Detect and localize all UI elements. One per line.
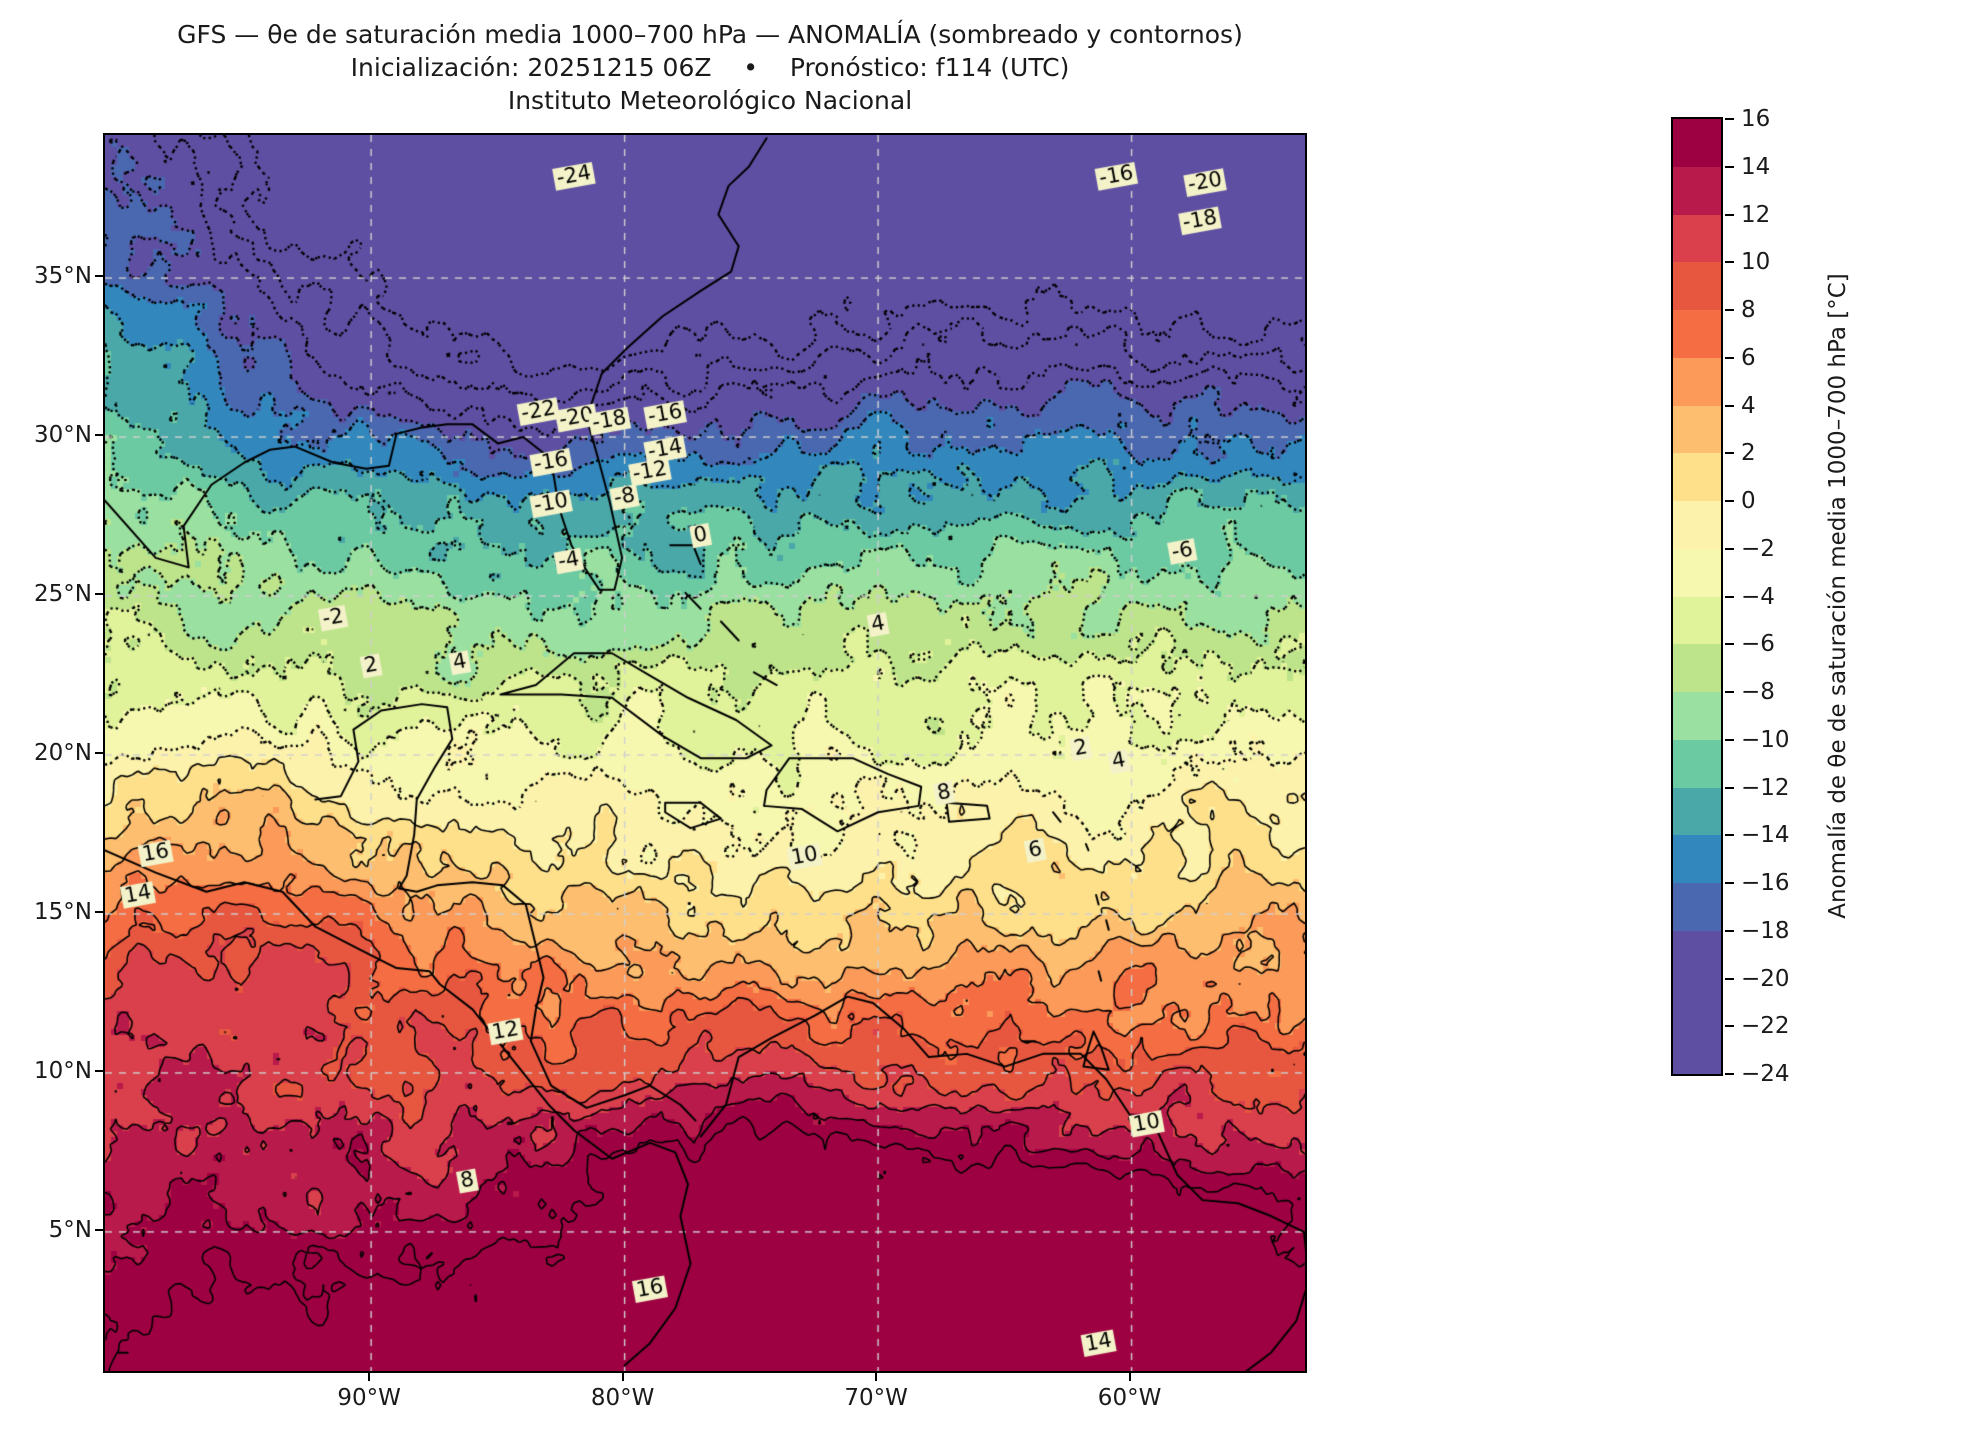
lat-tick-mark <box>95 593 103 596</box>
lon-tick-label: 80°W <box>590 1385 655 1411</box>
colorbar-tick-mark <box>1725 929 1734 932</box>
title-line-1: GFS — θe de saturación media 1000–700 hP… <box>177 20 1243 49</box>
colorbar-tick-mark <box>1725 213 1734 216</box>
colorbar-band-12 <box>1673 692 1721 740</box>
lon-tick-label: 70°W <box>844 1385 908 1411</box>
lat-tick-label: 25°N <box>34 581 92 608</box>
colorbar-tick-label: 6 <box>1741 344 1756 371</box>
colorbar-tick-label: 4 <box>1741 392 1756 419</box>
lat-tick-label: 5°N <box>48 1216 92 1243</box>
colorbar-tick-label: −24 <box>1741 1061 1790 1087</box>
title-line-3: Instituto Meteorológico Nacional <box>507 86 913 115</box>
colorbar-tick-label: 16 <box>1741 106 1771 132</box>
colorbar-tick-mark <box>1725 786 1734 789</box>
colorbar-tick-label: 0 <box>1741 488 1756 514</box>
colorbar-tick-label: 10 <box>1741 249 1771 276</box>
lon-tick-label: 60°W <box>1097 1385 1162 1411</box>
colorbar-tick-mark <box>1725 261 1734 264</box>
colorbar-band-13 <box>1673 739 1721 788</box>
colorbar-band-16 <box>1673 883 1721 931</box>
figure-title-block: GFS — θe de saturación media 1000–700 hP… <box>0 18 1420 117</box>
colorbar-tick-label: −4 <box>1741 583 1775 610</box>
lon-tick-mark <box>875 1373 878 1381</box>
colorbar-band-3 <box>1673 262 1721 310</box>
colorbar-tick-mark <box>1725 738 1734 741</box>
lat-tick-label: 35°N <box>34 263 92 290</box>
colorbar-tick-mark <box>1725 118 1734 120</box>
lat-tick-mark <box>95 434 103 437</box>
colorbar-tick-label: −2 <box>1741 535 1775 562</box>
colorbar-tick-label: 12 <box>1741 201 1771 228</box>
colorbar-tick-label: −20 <box>1741 965 1790 992</box>
colorbar-tick-mark <box>1725 882 1734 884</box>
colorbar-band-5 <box>1673 357 1721 406</box>
colorbar[interactable] <box>1671 117 1723 1076</box>
colorbar-band-14 <box>1673 787 1721 836</box>
colorbar-tick-label: −12 <box>1741 774 1790 801</box>
map-plot-area[interactable] <box>103 133 1307 1373</box>
title-line-2: Inicialización: 20251215 06Z • Pronóstic… <box>350 53 1070 82</box>
colorbar-tick-mark <box>1725 404 1734 407</box>
lon-tick-label: 90°W <box>337 1385 401 1411</box>
colorbar-tick-mark <box>1725 977 1734 980</box>
colorbar-tick-label: −6 <box>1741 631 1775 658</box>
lat-tick-label: 30°N <box>34 422 92 449</box>
colorbar-band-11 <box>1673 644 1721 692</box>
lat-tick-mark <box>95 275 103 278</box>
colorbar-tick-label: −8 <box>1741 679 1775 705</box>
colorbar-tick-mark <box>1725 165 1734 168</box>
colorbar-tick-label: −18 <box>1741 917 1790 944</box>
colorbar-band-10 <box>1673 596 1721 645</box>
lat-tick-label: 10°N <box>34 1057 92 1084</box>
colorbar-band-7 <box>1673 453 1721 501</box>
colorbar-label: Anomalía de θe de saturación media 1000–… <box>1825 273 1851 919</box>
lat-tick-label: 20°N <box>34 740 92 766</box>
colorbar-band-4 <box>1673 310 1721 358</box>
colorbar-tick-mark <box>1725 643 1734 646</box>
colorbar-band-8 <box>1673 501 1721 549</box>
lon-tick-mark <box>1128 1373 1131 1381</box>
colorbar-tick-label: −10 <box>1741 726 1790 753</box>
colorbar-tick-label: −22 <box>1741 1013 1790 1040</box>
colorbar-band-2 <box>1673 214 1721 263</box>
lat-tick-mark <box>95 910 103 913</box>
colorbar-band-18 <box>1673 978 1721 1027</box>
colorbar-band-1 <box>1673 166 1721 215</box>
colorbar-band-9 <box>1673 548 1721 597</box>
colorbar-band-0 <box>1673 119 1721 167</box>
colorbar-tick-mark <box>1725 500 1734 502</box>
colorbar-tick-label: −16 <box>1741 870 1790 896</box>
anomaly-field-canvas <box>105 135 1305 1371</box>
lat-tick-label: 15°N <box>34 898 92 925</box>
colorbar-band-15 <box>1673 835 1721 883</box>
colorbar-tick-label: 14 <box>1741 153 1771 180</box>
colorbar-tick-mark <box>1725 309 1734 311</box>
colorbar-tick-mark <box>1725 356 1734 359</box>
colorbar-band-6 <box>1673 405 1721 454</box>
colorbar-tick-label: 2 <box>1741 440 1756 467</box>
colorbar-tick-mark <box>1725 547 1734 550</box>
colorbar-band-17 <box>1673 930 1721 979</box>
colorbar-tick-mark <box>1725 834 1734 837</box>
colorbar-tick-mark <box>1725 1073 1734 1075</box>
lon-tick-mark <box>368 1373 371 1381</box>
lat-tick-mark <box>95 1228 103 1231</box>
colorbar-tick-mark <box>1725 1025 1734 1028</box>
colorbar-tick-label: −14 <box>1741 822 1790 849</box>
colorbar-tick-mark <box>1725 452 1734 455</box>
colorbar-tick-mark <box>1725 691 1734 693</box>
lat-tick-mark <box>95 752 103 754</box>
colorbar-band-19 <box>1673 1026 1721 1074</box>
lat-tick-mark <box>95 1069 103 1072</box>
lon-tick-mark <box>621 1373 624 1381</box>
colorbar-tick-label: 8 <box>1741 297 1756 323</box>
colorbar-tick-mark <box>1725 595 1734 598</box>
